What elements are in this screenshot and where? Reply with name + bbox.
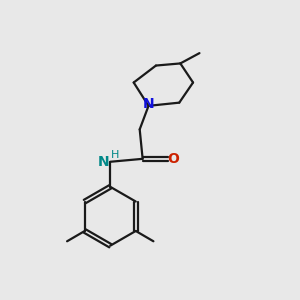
Text: N: N: [98, 155, 110, 169]
Text: N: N: [143, 98, 154, 111]
Text: H: H: [111, 150, 120, 160]
Text: O: O: [168, 152, 179, 166]
